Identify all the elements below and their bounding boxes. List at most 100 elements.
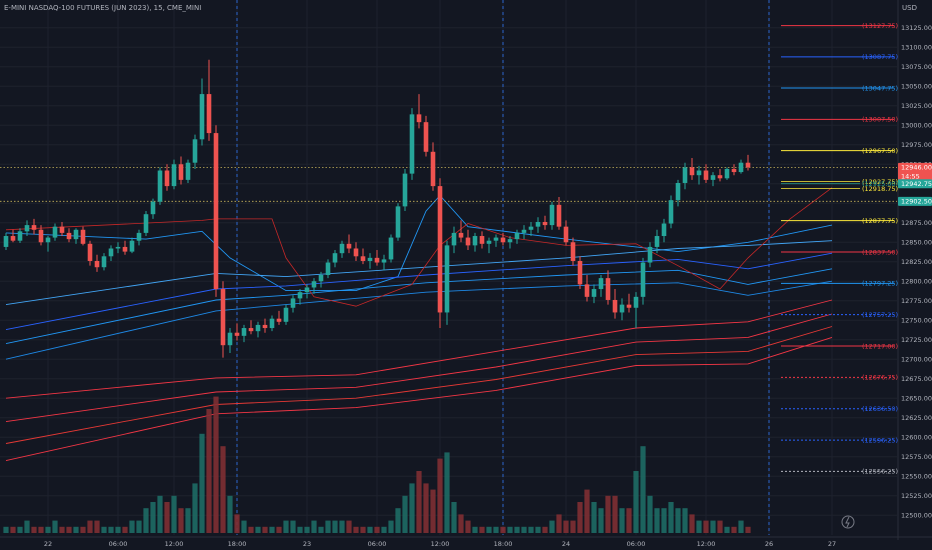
volume-bar	[563, 520, 569, 533]
volume-bar	[276, 526, 282, 533]
volume-bar	[129, 520, 135, 533]
volume-bar	[542, 526, 548, 533]
volume-bar	[626, 508, 632, 533]
volume-bar	[591, 502, 597, 533]
candle-body	[206, 94, 212, 134]
candle-body	[591, 289, 597, 297]
alert-clock-icon[interactable]	[841, 515, 855, 529]
volume-bar	[325, 520, 331, 533]
candle-body	[409, 114, 415, 174]
price-tick-label: 12825.00	[901, 258, 932, 266]
volume-bar	[143, 508, 149, 533]
candle-body	[185, 162, 191, 180]
price-tick-label: 12550.00	[901, 473, 932, 481]
time-tick-label: 26	[765, 540, 773, 548]
volume-bar	[17, 526, 23, 533]
level-label: (12797.25)	[862, 280, 898, 288]
volume-bar	[640, 446, 646, 533]
volume-bar	[297, 526, 303, 533]
price-tag-value: 12902.50	[901, 198, 932, 206]
price-tick-label: 13075.00	[901, 63, 932, 71]
candle-body	[143, 214, 149, 233]
candle-body	[52, 226, 58, 238]
candle-body	[178, 164, 184, 180]
candle-body	[703, 170, 709, 180]
volume-bar	[227, 495, 233, 533]
candle-body	[157, 170, 163, 202]
volume-bar	[717, 520, 723, 533]
candle-body	[689, 167, 695, 176]
candle-body	[318, 275, 324, 282]
candle-body	[311, 281, 317, 288]
volume-bar	[206, 409, 212, 533]
volume-bar	[437, 458, 443, 533]
indicator-line	[5, 240, 833, 306]
candle-body	[640, 262, 646, 297]
chart-title: E-MINI NASDAQ-100 FUTURES (JUN 2023), 15…	[4, 4, 202, 12]
time-tick-label: 06:00	[627, 540, 646, 548]
volume-bar	[122, 526, 128, 533]
candle-body	[654, 236, 660, 247]
time-tick-label: 12:00	[165, 540, 184, 548]
price-tag-value: 12946.00	[901, 164, 932, 172]
candle-body	[472, 236, 478, 246]
time-axis[interactable]: 22 06:00 12:00 18:00 23 06:00 12:00 18:00 24 06:0…	[0, 536, 932, 548]
candle-body	[451, 232, 457, 246]
volume-bar	[283, 520, 289, 533]
candle-body	[395, 206, 401, 238]
candle-body	[45, 237, 51, 243]
volume-bar	[73, 526, 79, 533]
price-tick-label: 12875.00	[901, 219, 932, 227]
volume-bar	[157, 495, 163, 533]
level-label: (12837.50)	[862, 248, 898, 256]
price-tick-label: 12800.00	[901, 278, 932, 286]
candle-body	[724, 168, 730, 179]
volume-bar	[318, 526, 324, 533]
level-label: (12596.25)	[862, 436, 898, 444]
volume-bars	[3, 396, 751, 533]
time-tick-label: 18:00	[494, 540, 513, 548]
candle-body	[493, 237, 499, 241]
volume-bar	[10, 526, 16, 533]
candle-body	[577, 260, 583, 285]
volume-bar	[668, 502, 674, 533]
candle-body	[570, 242, 576, 261]
volume-bar	[304, 526, 310, 533]
candle-body	[255, 324, 261, 332]
candle-body	[3, 236, 9, 247]
time-tick-label: 23	[303, 540, 311, 548]
candle-body	[535, 221, 541, 227]
candle-body	[241, 328, 247, 336]
candle-body	[374, 257, 380, 263]
candle-body	[738, 162, 744, 173]
candle-body	[430, 151, 436, 187]
volume-bar	[339, 520, 345, 533]
time-tick-label: 12:00	[697, 540, 716, 548]
price-tag-bg	[898, 162, 932, 181]
volume-bar	[521, 526, 527, 533]
candle-body	[521, 229, 527, 233]
volume-bar	[465, 520, 471, 533]
candle-body	[479, 236, 485, 244]
volume-bar	[367, 526, 373, 533]
candle-body	[626, 304, 632, 308]
volume-bar	[332, 520, 338, 533]
candle-body	[17, 231, 23, 241]
volume-bar	[444, 452, 450, 533]
candle-body	[171, 164, 177, 187]
volume-bar	[619, 508, 625, 533]
candle-body	[647, 246, 653, 263]
volume-bar	[45, 526, 51, 533]
candle-body	[731, 168, 737, 173]
price-axis[interactable]: 12500.00 12525.00 12550.00 12575.00 12600.00…	[897, 0, 932, 540]
candle-body	[605, 278, 611, 300]
volume-bar	[381, 526, 387, 533]
indicator-line	[5, 194, 833, 292]
volume-bar	[423, 483, 429, 533]
volume-bar	[549, 520, 555, 533]
candle-body	[339, 243, 345, 254]
candle-body	[353, 248, 359, 257]
candle-body	[136, 232, 142, 241]
candle-body	[528, 226, 534, 230]
